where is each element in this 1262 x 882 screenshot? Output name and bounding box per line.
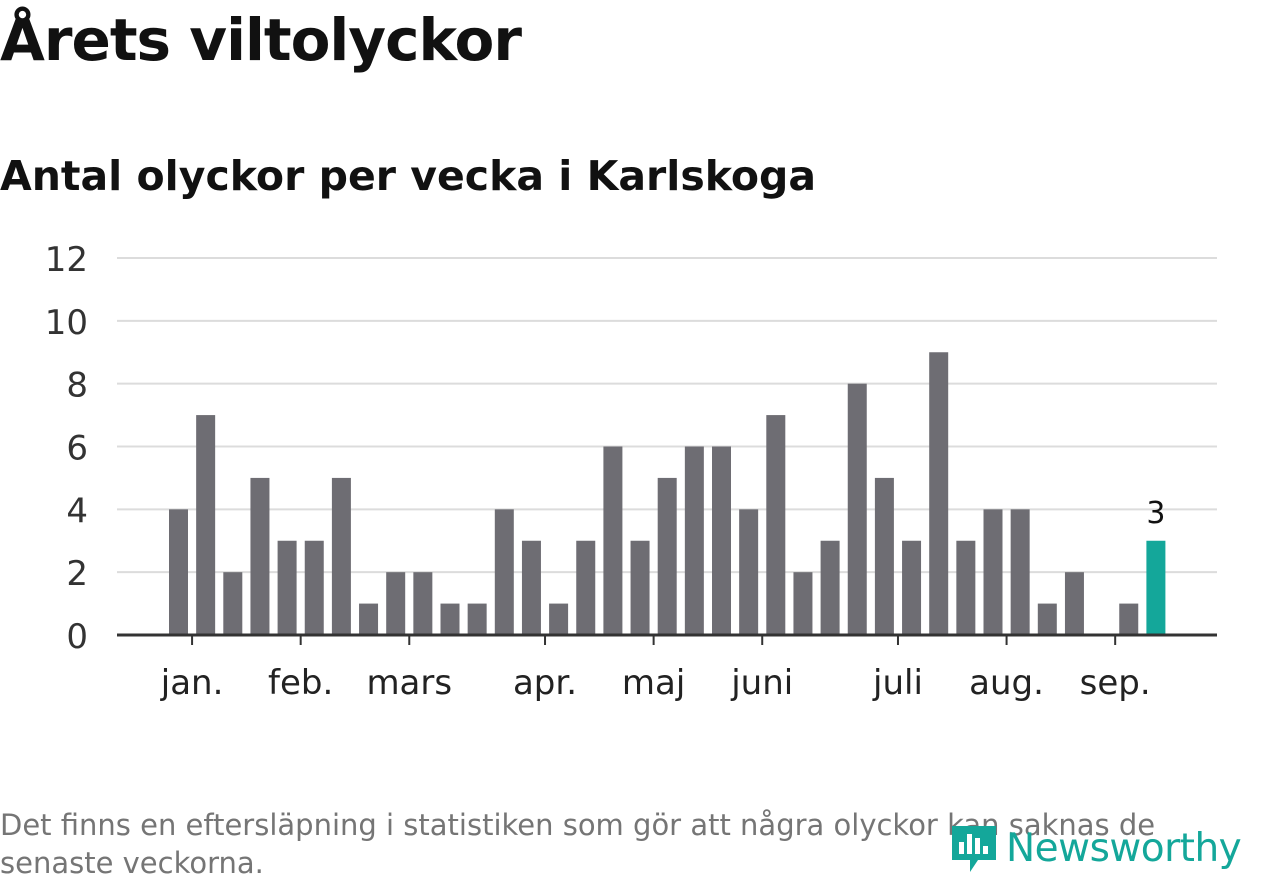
bar [494, 509, 514, 635]
bar [1146, 540, 1166, 635]
x-tick-label: apr. [513, 663, 577, 703]
x-tick-label: mars [366, 663, 452, 703]
bar [1037, 603, 1057, 635]
page-title: Årets viltolyckor [0, 6, 522, 74]
bar [983, 509, 1003, 635]
bar [1064, 572, 1084, 635]
bar [1010, 509, 1030, 635]
bar [521, 540, 541, 635]
bar [929, 352, 949, 635]
bar [304, 540, 324, 635]
bar-chart: 0 2 4 6 8 10 12 3 jan. feb. mars apr. maj juni juli aug… [45, 240, 1217, 703]
bar [630, 540, 650, 635]
chart-subtitle: Antal olyckor per vecka i Karlskoga [0, 152, 817, 200]
bar [576, 540, 596, 635]
bar [874, 477, 894, 635]
bar [820, 540, 840, 635]
bar [847, 383, 867, 635]
bar [684, 446, 704, 635]
y-tick-label: 8 [66, 366, 88, 406]
y-tick-label: 12 [45, 240, 88, 280]
bar [331, 477, 351, 635]
x-tick-label: maj [622, 663, 685, 703]
x-tick-label: sep. [1080, 663, 1151, 703]
bar [766, 415, 786, 635]
x-tick-label: aug. [969, 663, 1044, 703]
bar [277, 540, 297, 635]
x-tick-label: juni [730, 663, 793, 703]
bar-chart-logo-icon [952, 826, 996, 872]
bar [169, 509, 188, 635]
bar [413, 572, 433, 635]
x-tick-label: feb. [268, 663, 333, 703]
y-tick-label: 4 [66, 491, 88, 531]
bar [440, 603, 460, 635]
bar [1119, 603, 1139, 635]
bar [549, 603, 569, 635]
bar [223, 572, 243, 635]
y-tick-label: 6 [66, 429, 88, 469]
bar [196, 415, 216, 635]
x-tick-label: juli [872, 663, 923, 703]
bar [793, 572, 813, 635]
y-tick-label: 2 [66, 554, 88, 594]
bar [603, 446, 623, 635]
data-label: 3 [1146, 496, 1165, 531]
x-tick-label: jan. [160, 663, 224, 703]
bar [956, 540, 976, 635]
bar [712, 446, 731, 635]
bar [657, 477, 677, 635]
brand-logo: Newsworthy [950, 820, 1242, 876]
bar [386, 572, 406, 635]
bar [739, 509, 759, 635]
bar [467, 603, 487, 635]
bar [359, 603, 379, 635]
bar [250, 477, 270, 635]
bar [902, 540, 922, 635]
brand-name: Newsworthy [1006, 825, 1242, 871]
y-tick-label: 0 [66, 617, 88, 657]
y-tick-label: 10 [45, 303, 88, 343]
